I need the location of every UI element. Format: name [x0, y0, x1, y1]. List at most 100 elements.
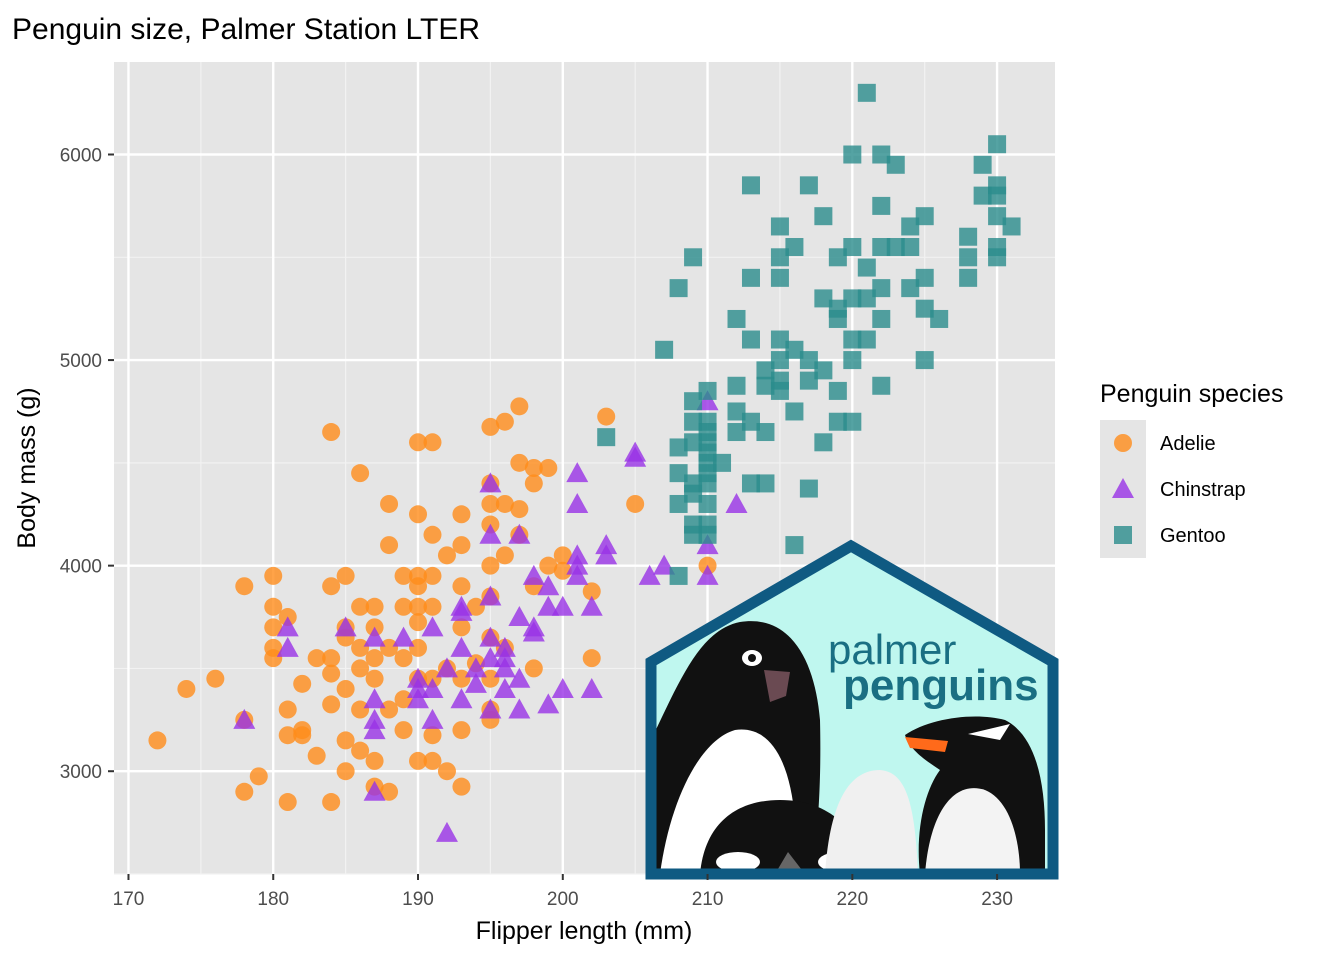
chinstrap-point — [276, 636, 299, 657]
chinstrap-point — [696, 564, 719, 585]
gentoo-point — [814, 207, 833, 226]
chinstrap-point — [435, 657, 458, 678]
adelie-point — [380, 536, 399, 555]
chinstrap-point — [479, 698, 502, 719]
legend: Penguin species Adelie Chinstrap Gentoo — [1100, 380, 1283, 558]
chinstrap-point — [334, 616, 357, 637]
adelie-point — [322, 793, 341, 812]
gentoo-point — [741, 176, 760, 195]
gentoo-point — [886, 238, 905, 257]
adelie-point — [264, 618, 283, 637]
adelie-point — [553, 561, 572, 580]
chinstrap-point — [479, 523, 502, 544]
gentoo-point — [886, 155, 905, 174]
gentoo-point — [901, 217, 920, 236]
gentoo-point — [915, 268, 934, 287]
gentoo-point — [770, 268, 789, 287]
chinstrap-point — [595, 544, 618, 565]
gentoo-point — [857, 289, 876, 308]
gentoo-point — [741, 474, 760, 493]
adelie-point — [409, 433, 428, 452]
chinstrap-point — [435, 821, 458, 842]
adelie-point — [351, 741, 370, 760]
adelie-point — [351, 464, 370, 483]
chinstrap-point — [595, 534, 618, 555]
gentoo-point — [843, 289, 862, 308]
adelie-point — [437, 546, 456, 565]
adelie-point — [510, 397, 529, 416]
gentoo-point — [770, 330, 789, 349]
chinstrap-point — [421, 708, 444, 729]
gentoo-point — [988, 248, 1007, 267]
gentoo-point — [597, 428, 616, 447]
chinstrap-point — [537, 575, 560, 596]
chinstrap-point — [407, 667, 430, 688]
adelie-point — [510, 500, 529, 519]
x-tick-label: 170 — [113, 889, 145, 910]
gentoo-point — [1002, 217, 1021, 236]
gentoo-point — [669, 279, 688, 298]
gentoo-point — [872, 145, 891, 164]
gentoo-point — [959, 227, 978, 246]
y-axis: 3000 4000 5000 6000 — [60, 146, 114, 783]
gentoo-point — [828, 309, 847, 328]
gentoo-point — [698, 525, 717, 544]
gentoo-point — [669, 438, 688, 457]
x-axis-title: Flipper length (mm) — [476, 917, 693, 945]
gentoo-point — [713, 453, 732, 472]
chinstrap-point — [566, 492, 589, 513]
gentoo-point — [828, 412, 847, 431]
gentoo-point — [770, 248, 789, 267]
series-gentoo — [597, 83, 1021, 585]
chinstrap-point — [421, 677, 444, 698]
adelie-point — [510, 453, 529, 472]
data-points — [148, 83, 1021, 842]
adelie-point — [539, 459, 558, 477]
legend-label-adelie: Adelie — [1160, 433, 1216, 455]
chinstrap-point — [566, 462, 589, 483]
adelie-point — [423, 433, 442, 452]
adelie-point — [452, 505, 471, 524]
adelie-point — [495, 546, 514, 565]
gentoo-point — [669, 566, 688, 585]
adelie-point — [394, 721, 413, 740]
chinstrap-point — [638, 564, 661, 585]
gentoo-point — [785, 402, 804, 421]
adelie-point — [380, 782, 399, 801]
gentoo-point — [770, 381, 789, 400]
adelie-point — [365, 751, 384, 770]
adelie-point — [481, 556, 500, 575]
gentoo-point — [684, 484, 703, 503]
chinstrap-point — [522, 621, 545, 642]
gentoo-point — [915, 207, 934, 226]
gentoo-point — [988, 135, 1007, 154]
adelie-point — [423, 566, 442, 585]
adelie-point — [380, 700, 399, 719]
adelie-point — [394, 597, 413, 616]
adelie-point — [409, 597, 428, 616]
adelie-point — [409, 577, 428, 596]
y-axis-title: Body mass (g) — [13, 387, 41, 548]
gentoo-point — [959, 268, 978, 287]
x-tick-label: 200 — [547, 889, 579, 910]
gentoo-point — [741, 330, 760, 349]
chinstrap-point — [580, 595, 603, 616]
gentoo-point — [901, 238, 920, 257]
adelie-point — [235, 577, 254, 596]
gentoo-point — [988, 186, 1007, 205]
gentoo-point — [727, 309, 746, 328]
chinstrap-point — [479, 472, 502, 493]
adelie-point — [452, 777, 471, 796]
adelie-point — [322, 649, 341, 668]
legend-label-gentoo: Gentoo — [1160, 525, 1226, 547]
palmer-penguins-logo: palmer penguins — [645, 539, 1059, 880]
chinstrap-point — [580, 677, 603, 698]
chinstrap-point — [363, 719, 386, 740]
gentoo-point — [872, 196, 891, 215]
x-tick-label: 220 — [836, 889, 868, 910]
gentoo-point — [799, 479, 818, 498]
y-tick-label: 5000 — [60, 351, 102, 372]
x-tick-label: 180 — [257, 889, 289, 910]
legend-key-adelie — [1114, 434, 1132, 452]
adelie-point — [264, 649, 283, 668]
